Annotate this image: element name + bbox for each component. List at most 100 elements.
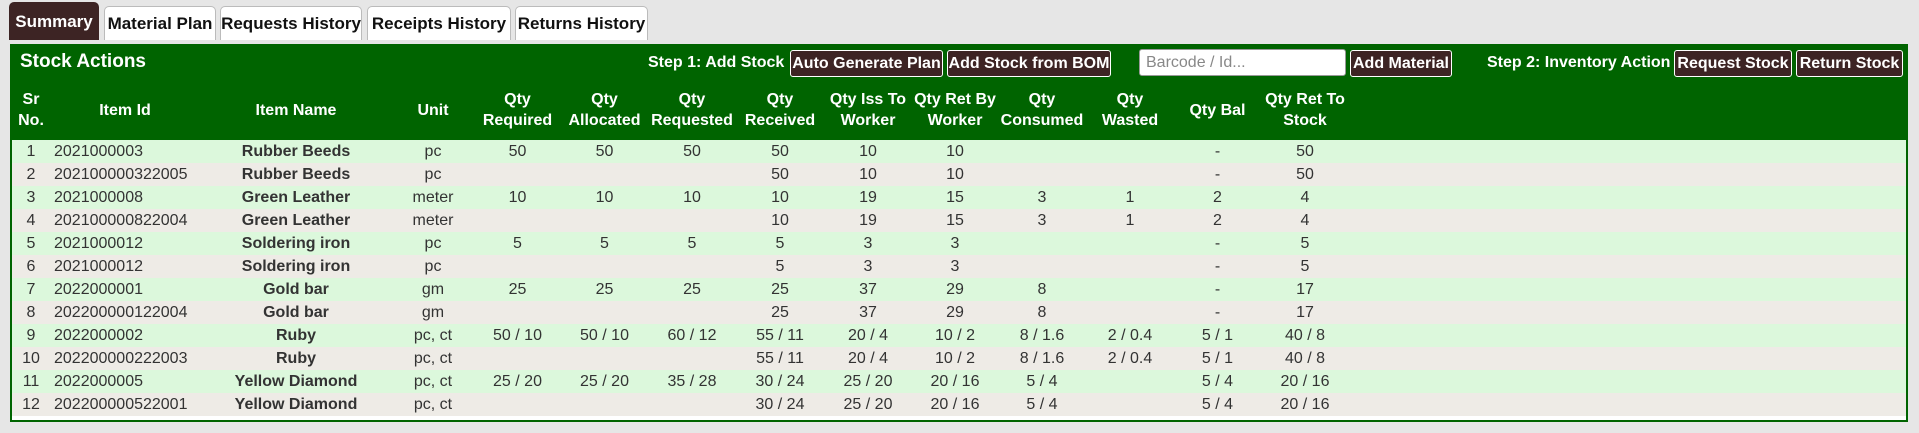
table-cell: 50 — [474, 140, 561, 163]
tab[interactable]: Requests History — [220, 6, 362, 40]
table-cell: 2021000003 — [50, 140, 200, 163]
table-cell — [998, 232, 1086, 255]
row-filler — [1349, 140, 1906, 163]
table-cell: 5 — [474, 232, 561, 255]
tab[interactable]: Summary — [9, 2, 99, 40]
table-cell: 8 / 1.6 — [998, 324, 1086, 347]
table-cell: 1 — [1086, 209, 1174, 232]
barcode-input[interactable]: Barcode / Id... — [1139, 49, 1346, 76]
table-cell: 10 — [736, 186, 824, 209]
table-cell: 202200000122004 — [50, 301, 200, 324]
table-cell: 8 — [998, 278, 1086, 301]
table-cell — [474, 393, 561, 416]
table-cell: 10 / 2 — [912, 324, 998, 347]
table-cell: 60 / 12 — [648, 324, 736, 347]
table-cell: 20 / 16 — [912, 370, 998, 393]
stock-panel: Stock Actions Step 1: Add Stock Auto Gen… — [10, 44, 1908, 422]
table-cell: 29 — [912, 278, 998, 301]
column-header: Qty Wasted — [1086, 80, 1174, 140]
table-cell: 1 — [12, 140, 50, 163]
table-cell: 5 — [1261, 255, 1349, 278]
row-filler — [1349, 370, 1906, 393]
table-cell: 25 / 20 — [561, 370, 648, 393]
row-filler — [1349, 324, 1906, 347]
column-header: Qty Ret To Stock — [1261, 80, 1349, 140]
table-cell: 20 / 16 — [1261, 370, 1349, 393]
add-material-button[interactable]: Add Material — [1350, 50, 1452, 77]
tab[interactable]: Receipts History — [367, 6, 511, 40]
column-header: Qty Allocated — [561, 80, 648, 140]
table-cell: 6 — [12, 255, 50, 278]
table-cell: 3 — [12, 186, 50, 209]
table-cell: meter — [392, 186, 474, 209]
table-cell: gm — [392, 278, 474, 301]
column-header: Qty Consumed — [998, 80, 1086, 140]
table-cell — [474, 209, 561, 232]
table-cell — [561, 347, 648, 370]
table-cell: 25 — [736, 301, 824, 324]
table-cell: 3 — [824, 255, 912, 278]
table-row: 1 2021000003 Rubber Beeds pc 50 50 50 50 10 10-50 — [12, 140, 1906, 163]
table-cell: - — [1174, 278, 1261, 301]
column-header: Item Name — [200, 80, 392, 140]
table-cell: 19 — [824, 186, 912, 209]
table-cell: 15 — [912, 186, 998, 209]
table-cell: 5 / 4 — [998, 370, 1086, 393]
table-cell: 20 / 16 — [912, 393, 998, 416]
auto-generate-button[interactable]: Auto Generate Plan — [790, 50, 943, 77]
table-cell: 2 — [12, 163, 50, 186]
table-cell: - — [1174, 163, 1261, 186]
tab[interactable]: Returns History — [515, 6, 648, 40]
table-cell: 10 — [474, 186, 561, 209]
table-row: 8 202200000122004 Gold bar gm 25 37 29 8-17 — [12, 301, 1906, 324]
table-cell: 35 / 28 — [648, 370, 736, 393]
table-cell: 2021000012 — [50, 255, 200, 278]
table-cell: 55 / 11 — [736, 347, 824, 370]
column-header: Qty Requested — [648, 80, 736, 140]
table-cell: Green Leather — [200, 209, 392, 232]
table-row: 10 202200000222003 Ruby pc, ct 55 / 11 20 / 4… — [12, 347, 1906, 370]
tab[interactable]: Material Plan — [104, 6, 216, 40]
table-cell: 5 — [736, 232, 824, 255]
table-cell: 10 — [824, 140, 912, 163]
table-cell: - — [1174, 140, 1261, 163]
table-cell: 20 / 16 — [1261, 393, 1349, 416]
table-cell: 8 / 1.6 — [998, 347, 1086, 370]
table-cell: 10 — [736, 209, 824, 232]
request-stock-button[interactable]: Request Stock — [1674, 50, 1792, 77]
table-cell: 30 / 24 — [736, 393, 824, 416]
table-cell — [474, 163, 561, 186]
table-cell: Rubber Beeds — [200, 140, 392, 163]
table-row: 5 2021000012 Soldering iron pc 5 5 5 5 3 3-5 — [12, 232, 1906, 255]
table-cell: 2022000002 — [50, 324, 200, 347]
table-cell: 3 — [998, 209, 1086, 232]
table-cell: 50 — [736, 140, 824, 163]
table-cell: Soldering iron — [200, 232, 392, 255]
table-cell: 50 — [1261, 140, 1349, 163]
header-row: Sr No. Item Id Item Name Unit Qty Required Qt… — [12, 80, 1906, 140]
add-from-bom-button[interactable]: Add Stock from BOM — [947, 50, 1111, 77]
table-cell: 2 / 0.4 — [1086, 324, 1174, 347]
return-stock-button[interactable]: Return Stock — [1796, 50, 1903, 77]
table-cell — [561, 209, 648, 232]
table-cell: 25 — [648, 278, 736, 301]
table-row: 3 2021000008 Green Leather meter 10 10 10 10 19 1… — [12, 186, 1906, 209]
row-filler — [1349, 232, 1906, 255]
header-filler — [1349, 80, 1906, 140]
table-cell: Ruby — [200, 324, 392, 347]
table-cell: - — [1174, 301, 1261, 324]
table-cell — [648, 301, 736, 324]
table-cell — [998, 163, 1086, 186]
table-cell: Yellow Diamond — [200, 393, 392, 416]
table-cell: 25 — [561, 278, 648, 301]
row-filler — [1349, 209, 1906, 232]
table-cell: 25 / 20 — [474, 370, 561, 393]
table-cell: 40 / 8 — [1261, 324, 1349, 347]
table-cell: 202200000522001 — [50, 393, 200, 416]
step2-label: Step 2: Inventory Action — [1487, 54, 1671, 71]
table-cell: 3 — [912, 232, 998, 255]
table-cell — [648, 209, 736, 232]
table-row: 2 202100000322005 Rubber Beeds pc 50 10 10-50 — [12, 163, 1906, 186]
table-cell — [474, 347, 561, 370]
table-cell: gm — [392, 301, 474, 324]
